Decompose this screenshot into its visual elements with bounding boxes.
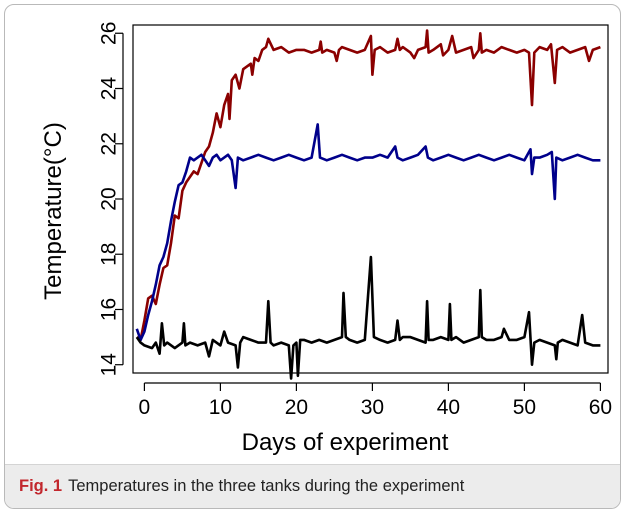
y-tick-label: 24 — [98, 77, 121, 101]
x-tick-label: 50 — [513, 396, 536, 419]
series-line-2 — [135, 123, 601, 342]
x-tick-label: 40 — [437, 396, 460, 419]
y-tick-label: 20 — [98, 187, 121, 210]
x-tick-label: 10 — [209, 396, 232, 419]
figure-caption: Fig. 1 Temperatures in the three tanks d… — [5, 464, 620, 508]
y-tick-label: 22 — [98, 132, 121, 155]
x-tick-label: 30 — [361, 396, 384, 419]
series-line-1 — [136, 29, 601, 342]
figure-label: Fig. 1 — [19, 477, 63, 495]
figure-caption-text: Temperatures in the three tanks during t… — [68, 477, 465, 495]
y-axis-title: Temperature(°C) — [40, 122, 67, 300]
x-tick-label: 60 — [589, 396, 612, 419]
y-tick-label: 18 — [98, 243, 121, 266]
y-tick-label: 14 — [98, 353, 121, 377]
y-tick-label: 16 — [98, 298, 121, 321]
series-line-3 — [135, 255, 601, 380]
x-tick-label: 0 — [139, 396, 151, 419]
temperature-line-chart: 0 10 20 30 40 50 60 14 16 18 20 22 24 26 Days of expe… — [40, 22, 612, 456]
plot-area-box — [132, 24, 609, 374]
figure-frame: 0 10 20 30 40 50 60 14 16 18 20 22 24 26 Days of expe… — [4, 4, 621, 509]
y-tick-label: 26 — [98, 22, 121, 45]
x-tick-label: 20 — [285, 396, 308, 419]
x-axis-title: Days of experiment — [242, 429, 449, 456]
